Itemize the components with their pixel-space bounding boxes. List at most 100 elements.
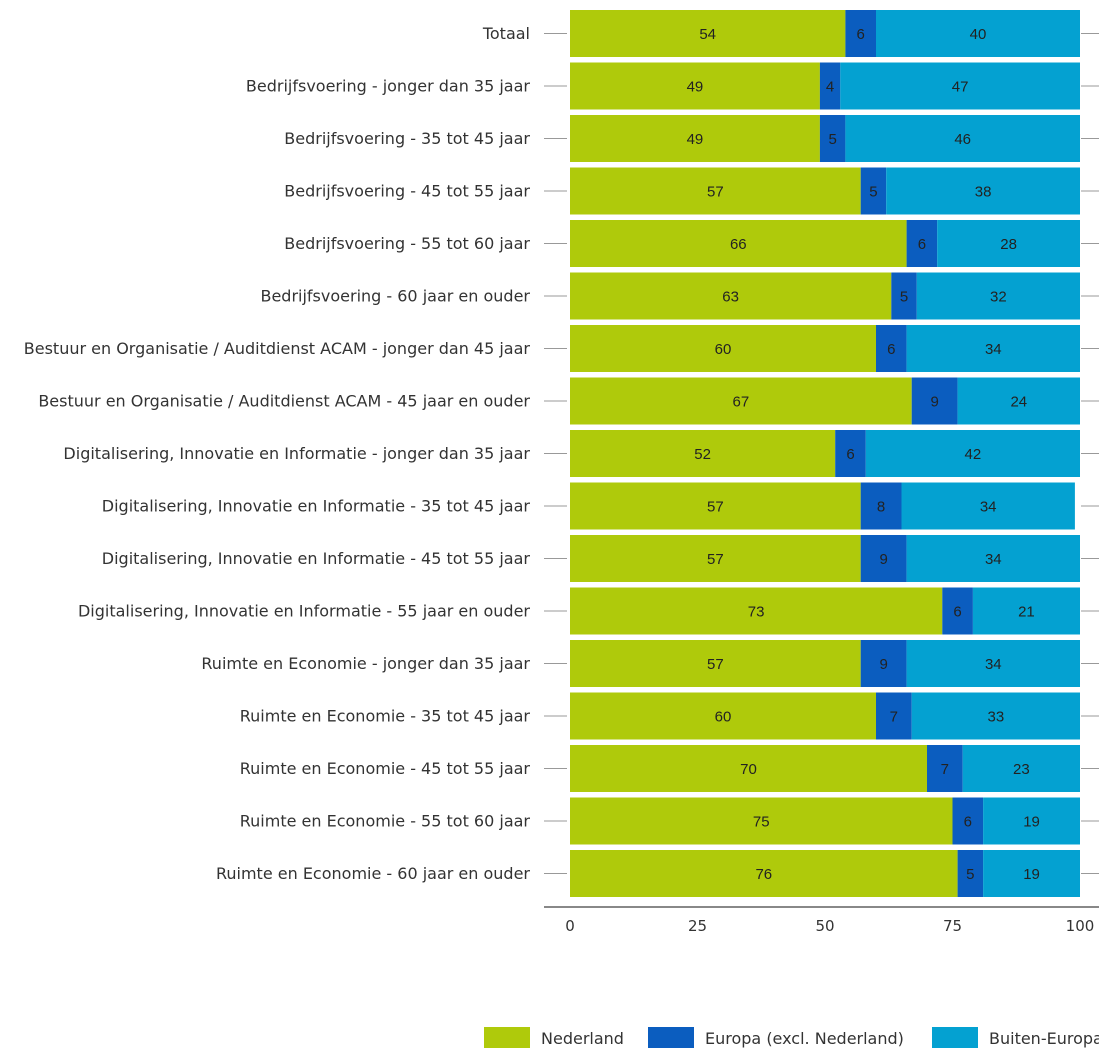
legend-swatch: [484, 1027, 530, 1048]
data-label: 54: [699, 26, 716, 43]
bar-segment: [942, 587, 973, 635]
bar-segment: [860, 640, 907, 687]
bar-segment: [901, 482, 1075, 530]
bar-segment: [876, 325, 907, 372]
data-label: 49: [687, 79, 704, 96]
category-label: Ruimte en Economie - 55 tot 60 jaar: [240, 812, 531, 831]
data-label: 60: [715, 709, 732, 726]
data-label: 66: [730, 236, 747, 253]
bar-segment: [937, 220, 1080, 267]
bar-segment: [911, 377, 958, 425]
bar-segment: [570, 482, 861, 530]
data-label: 38: [975, 184, 992, 201]
data-label: 42: [965, 446, 982, 463]
category-label: Digitalisering, Innovatie en Informatie …: [102, 497, 531, 516]
x-tick-label: 75: [943, 917, 962, 935]
data-label: 19: [1023, 814, 1040, 831]
bar-segment: [845, 115, 1080, 162]
bar-segment: [570, 797, 953, 845]
data-label: 57: [707, 184, 724, 201]
data-label: 32: [990, 289, 1007, 306]
data-label: 6: [964, 814, 972, 831]
data-label: 63: [722, 289, 739, 306]
data-label: 8: [877, 499, 885, 516]
bar-segment: [911, 692, 1080, 740]
category-label: Digitalisering, Innovatie en Informatie …: [63, 444, 530, 463]
bar-segment: [819, 115, 846, 162]
data-label: 40: [970, 26, 987, 43]
bar-segment: [570, 692, 876, 740]
data-label: 7: [890, 709, 898, 726]
bar-segment: [876, 692, 912, 740]
bar-segment: [983, 797, 1080, 845]
bar-segment: [570, 220, 907, 267]
data-label: 34: [985, 341, 1002, 358]
category-label: Bestuur en Organisatie / Auditdienst ACA…: [24, 339, 531, 358]
x-tick-label: 0: [565, 917, 575, 935]
bar-segment: [570, 745, 927, 792]
x-tick-label: 50: [815, 917, 834, 935]
bar-segment: [570, 115, 820, 162]
bar-segment: [906, 325, 1080, 372]
data-label: 28: [1000, 236, 1017, 253]
legend-label: Buiten-Europa: [989, 1029, 1099, 1048]
data-label: 49: [687, 131, 704, 148]
category-label: Digitalisering, Innovatie en Informatie …: [78, 602, 530, 621]
data-label: 21: [1018, 604, 1035, 621]
bar-segment: [835, 430, 866, 477]
category-label: Bedrijfsvoering - 35 tot 45 jaar: [284, 129, 530, 148]
data-label: 57: [707, 551, 724, 568]
category-label: Ruimte en Economie - 45 tot 55 jaar: [240, 759, 531, 778]
bar-segment: [891, 272, 917, 320]
bar-segment: [876, 10, 1080, 57]
data-label: 6: [953, 604, 961, 621]
bar-segment: [570, 62, 820, 110]
data-label: 47: [952, 79, 969, 96]
category-label: Bedrijfsvoering - 45 tot 55 jaar: [284, 182, 530, 201]
bar-segment: [570, 850, 958, 897]
data-label: 4: [826, 79, 834, 96]
bar-segment: [860, 482, 902, 530]
category-label: Bedrijfsvoering - jonger dan 35 jaar: [246, 77, 531, 96]
data-label: 33: [988, 709, 1005, 726]
data-label: 46: [954, 131, 971, 148]
x-tick-label: 100: [1066, 917, 1095, 935]
bar-segment: [957, 850, 984, 897]
bar-segment: [983, 850, 1080, 897]
bar-segment: [570, 430, 836, 477]
bar-segment: [906, 220, 938, 267]
bar-segment: [927, 745, 963, 792]
data-label: 57: [707, 656, 724, 673]
bar-segment: [840, 62, 1080, 110]
bar-segment: [962, 745, 1080, 792]
data-label: 5: [900, 289, 908, 306]
bar-segment: [906, 535, 1080, 582]
data-label: 73: [748, 604, 765, 621]
data-label: 6: [887, 341, 895, 358]
data-label: 34: [985, 551, 1002, 568]
bar-segment: [886, 167, 1080, 215]
category-label: Bedrijfsvoering - 55 tot 60 jaar: [284, 234, 530, 253]
legend-swatch: [648, 1027, 694, 1048]
bar-segment: [570, 167, 861, 215]
data-label: 9: [930, 394, 938, 411]
bar-segment: [972, 587, 1080, 635]
bar-segment: [952, 797, 984, 845]
data-label: 5: [869, 184, 877, 201]
bar-segment: [860, 535, 907, 582]
category-label: Ruimte en Economie - jonger dan 35 jaar: [201, 654, 530, 673]
bar-segment: [819, 62, 841, 110]
category-label: Bedrijfsvoering - 60 jaar en ouder: [260, 287, 530, 306]
data-label: 76: [755, 866, 772, 883]
bar-segment: [570, 640, 861, 687]
data-label: 34: [980, 499, 997, 516]
data-label: 75: [753, 814, 770, 831]
category-label: Ruimte en Economie - 60 jaar en ouder: [216, 864, 530, 883]
legend-label: Europa (excl. Nederland): [705, 1029, 904, 1048]
bar-segment: [916, 272, 1080, 320]
data-label: 60: [715, 341, 732, 358]
data-label: 7: [941, 761, 949, 778]
category-label: Totaal: [482, 24, 530, 43]
bar-segment: [570, 377, 912, 425]
